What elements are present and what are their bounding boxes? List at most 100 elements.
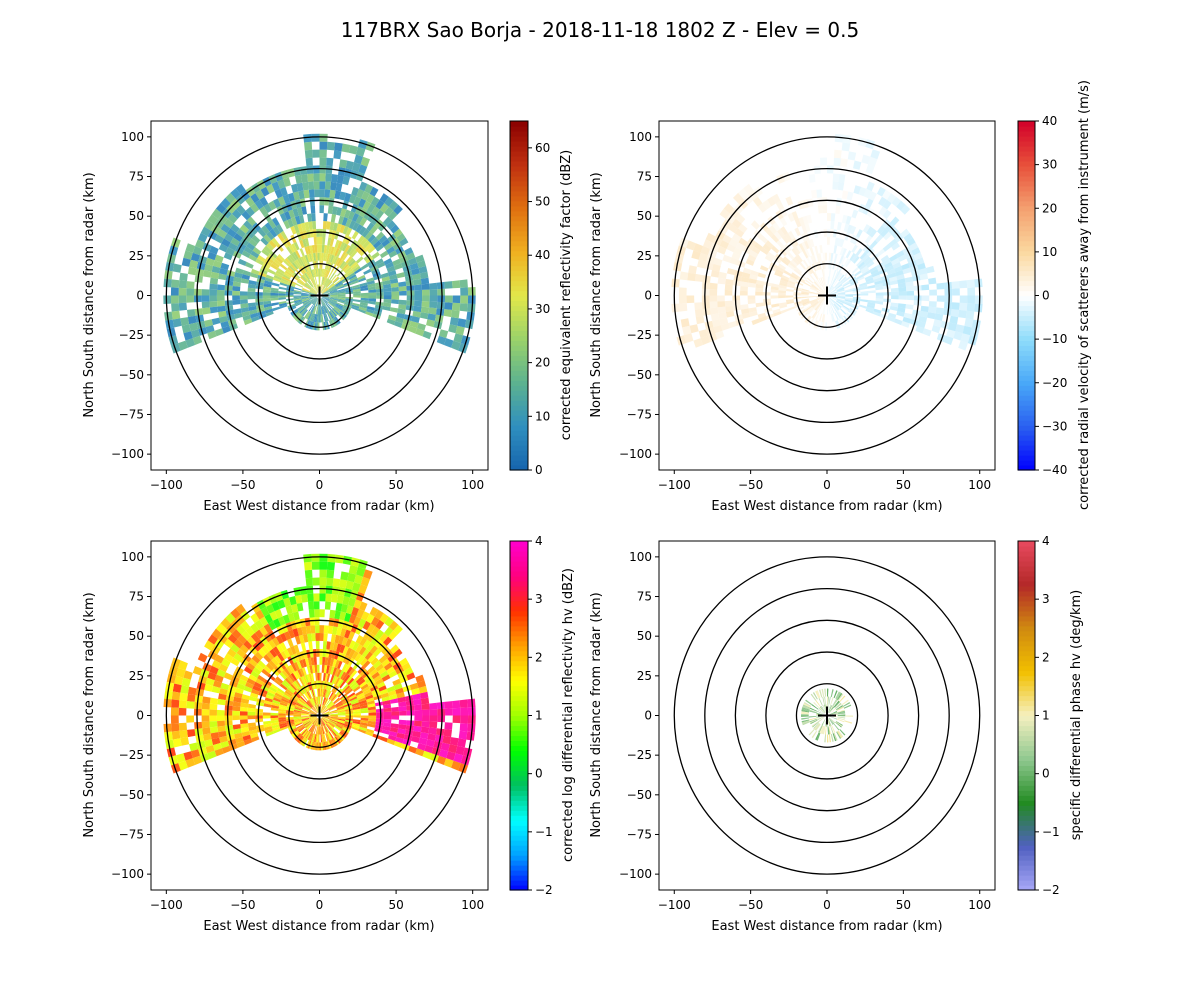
reflectivity-echo-cell	[333, 150, 342, 160]
reflectivity-echo-cell	[312, 269, 316, 278]
reflectivity-echo-cell	[263, 203, 272, 213]
reflectivity-echo-cell	[398, 299, 407, 305]
zdr-echo-cell	[344, 721, 353, 725]
reflectivity-echo-cell	[325, 279, 331, 287]
velocity-echo-cell	[873, 308, 882, 314]
velocity-echo-cell	[830, 213, 836, 222]
velocity-echo-cell	[801, 289, 810, 293]
zdr-echo-cell	[240, 702, 249, 708]
zdr-echo-cell	[172, 738, 182, 748]
zdr-echo-cell	[328, 705, 336, 710]
zdr-echo-cell	[316, 664, 320, 673]
velocity-echo-cell	[779, 207, 788, 218]
velocity-range-rings	[673, 136, 981, 455]
zdr-echo-cell	[417, 680, 426, 688]
velocity-echo-cell	[783, 256, 791, 264]
zdr-echo-cell	[316, 648, 320, 657]
zdr-echo-cell	[336, 627, 343, 636]
zdr-echo-cell	[328, 720, 336, 725]
zdr-echo-cell	[431, 747, 441, 756]
reflectivity-colorbar-tick-label: 50	[535, 195, 550, 209]
zdr-echo-cell	[282, 614, 291, 624]
reflectivity-echo-cell	[306, 254, 311, 263]
kdp-x-tick-label: −50	[738, 898, 763, 912]
kdp-colorbar-segment	[1018, 700, 1035, 707]
reflectivity-echo-cell	[331, 274, 337, 282]
velocity-echo-cell	[874, 283, 883, 288]
velocity-echo-cell	[816, 189, 822, 198]
reflectivity-echo-cell	[356, 146, 366, 157]
zdr-echo-cell	[287, 686, 295, 694]
zdr-echo-cell	[209, 721, 218, 728]
velocity-echo-cell	[763, 281, 772, 287]
velocity-echo-cell	[809, 274, 816, 282]
zdr-echo-cell	[368, 715, 377, 719]
reflectivity-echo-cell	[295, 302, 303, 307]
zdr-echo-cell	[341, 729, 349, 735]
zdr-echo-cell	[301, 709, 310, 713]
reflectivity-echo-cell	[291, 217, 298, 226]
zdr-echo-cell	[346, 622, 354, 632]
reflectivity-echo-cell	[313, 173, 320, 182]
reflectivity-echo-cell	[250, 312, 259, 319]
velocity-echo-cell	[834, 312, 839, 321]
reflectivity-echo-cell	[230, 237, 240, 247]
zdr-echo-cell	[301, 711, 309, 714]
zdr-echo-cell	[335, 703, 344, 708]
zdr-echo-cell	[324, 725, 329, 733]
reflectivity-echo-cell	[328, 229, 333, 239]
reflectivity-echo-cell	[328, 245, 333, 255]
zdr-echo-cell	[241, 694, 250, 700]
zdr-echo-cell	[311, 698, 316, 706]
reflectivity-echo-cell	[337, 259, 344, 268]
velocity-echo-cell	[758, 316, 768, 323]
reflectivity-echo-cell	[437, 295, 446, 303]
velocity-echo-cell	[709, 301, 718, 309]
velocity-echo-cell	[792, 257, 800, 266]
zdr-echo-cell	[243, 738, 253, 746]
zdr-echo-cell	[348, 597, 356, 607]
velocity-echo-cell	[718, 271, 727, 279]
zdr-echo-cell	[293, 732, 301, 739]
zdr-echo-cell	[317, 726, 319, 735]
velocity-echo-cell	[801, 292, 809, 295]
reflectivity-echo-cell	[322, 296, 330, 300]
velocity-echo-cell	[952, 288, 960, 296]
velocity-echo-cell	[725, 305, 734, 313]
kdp-echo-cell	[801, 709, 810, 713]
zdr-colorbar-tick-label: 3	[535, 592, 543, 606]
zdr-echo-cell	[377, 642, 387, 652]
kdp-echo-cell	[821, 718, 826, 726]
velocity-echo-cell	[801, 300, 810, 304]
reflectivity-echo-cell	[316, 228, 320, 237]
reflectivity-echo-cell	[282, 274, 291, 280]
velocity-echo-cell	[844, 298, 853, 302]
zdr-echo-cell	[340, 671, 347, 680]
zdr-echo-cell	[271, 724, 280, 729]
reflectivity-echo-cell	[204, 319, 213, 328]
reflectivity-echo-cell	[329, 310, 335, 319]
velocity-echo-cell	[712, 263, 721, 272]
zdr-echo-cell	[274, 666, 282, 674]
zdr-echo-cell	[277, 599, 286, 609]
reflectivity-echo-cell	[329, 290, 338, 294]
zdr-echo-cell	[375, 629, 385, 640]
zdr-echo-cell	[381, 674, 391, 682]
reflectivity-echo-cell	[256, 281, 265, 287]
zdr-echo-cell	[344, 629, 351, 639]
zdr-echo-cell	[194, 721, 203, 730]
velocity-echo-cell	[809, 299, 818, 304]
reflectivity-echo-cell	[409, 321, 419, 329]
zdr-echo-cell	[355, 634, 364, 645]
zdr-echo-cell	[232, 715, 240, 721]
zdr-echo-cell	[294, 635, 301, 645]
reflectivity-echo-cell	[312, 221, 317, 230]
zdr-echo-cell	[342, 726, 351, 732]
zdr-echo-cell	[264, 700, 273, 705]
reflectivity-echo-cell	[326, 280, 332, 288]
reflectivity-echo-cell	[233, 308, 242, 315]
kdp-echo-cell	[823, 704, 827, 713]
zdr-echo-cell	[305, 682, 311, 691]
zdr-echo-cell	[286, 718, 294, 721]
zdr-echo-cell	[446, 751, 456, 761]
